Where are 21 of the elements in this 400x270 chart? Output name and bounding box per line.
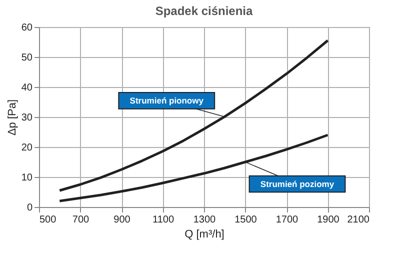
y-tick-label: 0 [26,202,33,214]
x-tick-label: 1100 [152,214,174,226]
y-tick-label: 30 [21,112,33,124]
x-tick-label: 2100 [347,214,370,226]
x-tick-label: 1500 [234,214,258,226]
chart-title: Spadek ciśnienia [155,4,254,18]
x-tick-label: 700 [72,214,90,226]
text: Strumień poziomy [260,179,334,189]
x-axis-title: Q [m³/h] [184,228,224,240]
y-tick-label: 50 [21,52,33,64]
y-tick-label: 10 [21,172,33,184]
x-tick-label: 500 [40,214,57,226]
x-tick-label: 900 [114,214,131,226]
y-tick-label: 60 [21,22,33,34]
y-tick-label: 20 [21,142,33,154]
x-tick-label: 1300 [193,214,216,226]
x-tick-label: 1900 [317,214,340,226]
text: Strumień pionowy [130,96,204,106]
y-axis-title: Δp [Pa] [6,99,18,136]
y-tick-label: 40 [21,82,33,94]
x-tick-label: 1700 [276,214,299,226]
